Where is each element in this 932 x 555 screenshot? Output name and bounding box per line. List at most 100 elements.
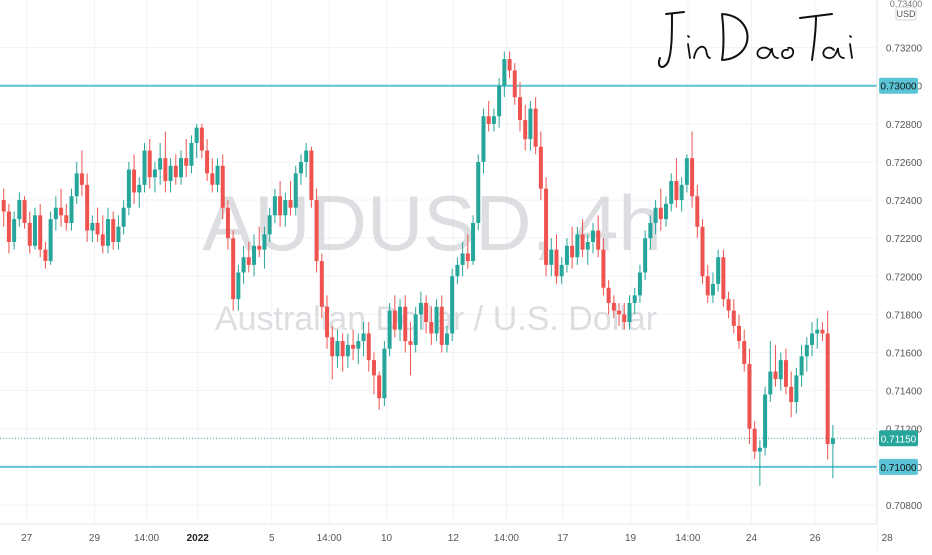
candle xyxy=(361,322,366,357)
candle xyxy=(643,230,648,281)
price-tick-label: 0.73200 xyxy=(886,44,923,55)
candle xyxy=(611,295,616,319)
candle xyxy=(252,234,257,277)
candle xyxy=(398,299,403,342)
candle xyxy=(319,253,324,319)
candle xyxy=(559,257,564,284)
candle xyxy=(413,306,418,353)
candle xyxy=(304,142,309,178)
level-price-tag[interactable] xyxy=(879,77,918,94)
candle-body xyxy=(179,158,184,178)
candle xyxy=(152,161,157,193)
candle xyxy=(12,211,17,250)
candle xyxy=(575,226,580,265)
candle-body xyxy=(444,333,449,345)
candle xyxy=(231,230,236,311)
candle xyxy=(747,348,752,444)
candle-body xyxy=(830,438,835,444)
candle xyxy=(439,295,444,353)
candle-body xyxy=(392,310,397,330)
candle xyxy=(278,181,283,227)
candle-body xyxy=(804,344,809,357)
candle xyxy=(424,295,429,334)
candle-body xyxy=(132,169,137,193)
candle xyxy=(356,333,361,364)
candle xyxy=(262,226,267,269)
candle-body xyxy=(413,314,418,345)
candle-body xyxy=(152,169,157,178)
price-tick-label: 0.72600 xyxy=(886,158,923,169)
grid xyxy=(0,0,888,524)
currency-badge[interactable] xyxy=(895,6,917,21)
candle xyxy=(137,177,142,208)
time-tick-label: 12 xyxy=(448,533,460,544)
candle-body xyxy=(12,219,17,242)
candle-body xyxy=(632,295,637,303)
current-price-label: 0.71150 xyxy=(881,434,917,445)
candle-body xyxy=(794,375,799,403)
candle-body xyxy=(215,165,220,185)
candle xyxy=(126,161,131,216)
candle-body xyxy=(669,181,674,204)
candle xyxy=(538,131,543,201)
candle xyxy=(236,264,241,311)
candle-body xyxy=(32,215,37,246)
candle-body xyxy=(194,127,199,143)
candle xyxy=(116,215,121,250)
price-tick-label: 0.72800 xyxy=(886,120,923,131)
candle-body xyxy=(679,184,684,201)
candle-body xyxy=(241,257,246,273)
price-axis[interactable]: 0.70800 0.71000 0.71200 0.71400 0.71600 0.718… xyxy=(876,0,932,550)
time-tick-label: 14:00 xyxy=(317,533,342,544)
candle xyxy=(387,302,392,357)
time-tick-label: 2022 xyxy=(187,533,210,544)
candle xyxy=(460,241,465,277)
candle-body xyxy=(773,371,778,380)
candle-body xyxy=(205,150,210,174)
time-axis[interactable]: 27 29 14:00 2022 5 14:00 10 12 14:00 17 19 14:00 24 2… xyxy=(0,523,893,550)
candle-body xyxy=(199,127,204,151)
candle-body xyxy=(142,150,147,185)
candle xyxy=(48,211,53,265)
horizontal-levels[interactable] xyxy=(0,84,877,468)
candle-body xyxy=(637,272,642,296)
candle xyxy=(132,154,137,204)
candle xyxy=(429,306,434,345)
candle xyxy=(53,196,58,231)
candle xyxy=(147,139,152,189)
candle xyxy=(690,131,695,208)
candle-body xyxy=(314,200,319,262)
candle xyxy=(533,97,538,155)
current-price-tag[interactable] xyxy=(879,430,918,447)
candle xyxy=(377,371,382,410)
level-price-tag[interactable] xyxy=(879,458,918,475)
candle xyxy=(570,226,575,269)
time-axis-background xyxy=(0,524,877,550)
price-tick-label: 0.71800 xyxy=(886,310,923,321)
candle xyxy=(90,215,95,242)
candle-body xyxy=(486,116,491,124)
time-tick-label: 5 xyxy=(269,533,275,544)
candle-body xyxy=(653,207,658,223)
candle-body xyxy=(658,207,663,220)
candle-body xyxy=(716,257,721,284)
candle xyxy=(111,211,116,250)
candle-body xyxy=(606,287,611,303)
candle-body xyxy=(288,200,293,208)
price-tick-label: 0.72400 xyxy=(886,196,923,207)
candle-body xyxy=(705,276,710,296)
candle xyxy=(309,146,314,208)
candle-body xyxy=(502,59,507,86)
time-tick-label: 29 xyxy=(89,533,101,544)
candle xyxy=(382,341,387,406)
candle-body xyxy=(528,108,533,140)
candle xyxy=(799,344,804,387)
candle xyxy=(79,150,84,197)
candle xyxy=(679,177,684,212)
candle xyxy=(465,234,470,269)
candle-body xyxy=(325,306,330,338)
candle-body xyxy=(27,222,32,246)
candle-body xyxy=(434,306,439,334)
